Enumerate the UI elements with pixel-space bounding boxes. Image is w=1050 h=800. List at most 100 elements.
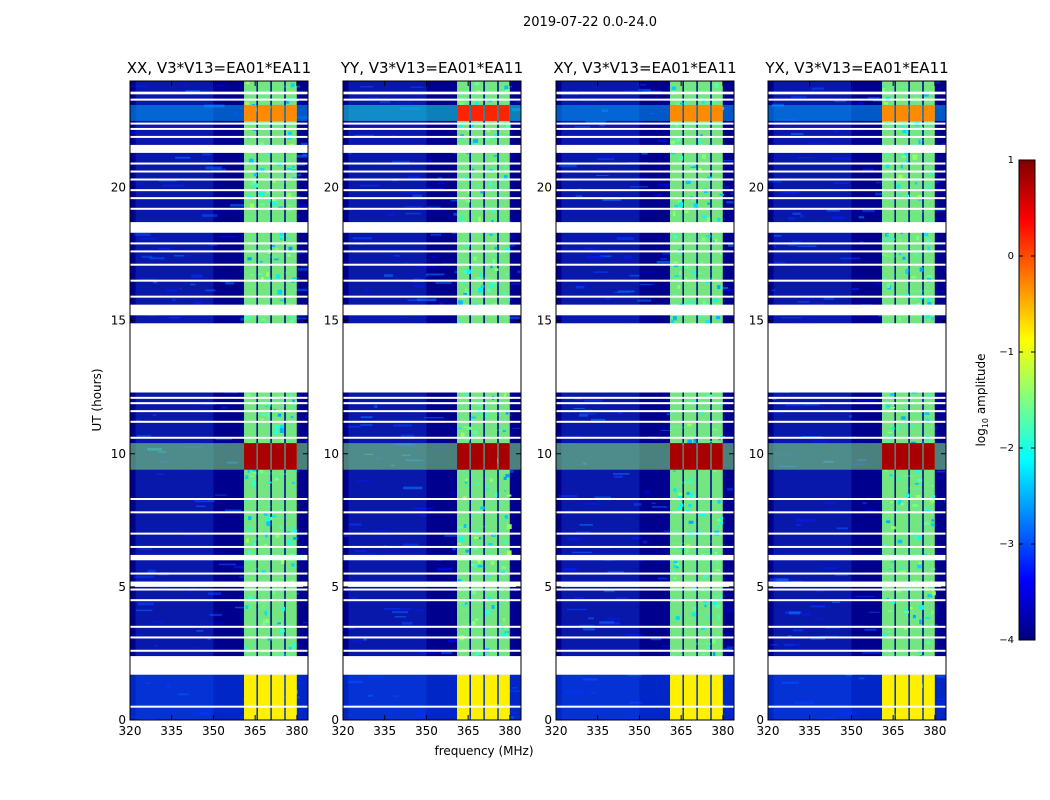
rfi-speckle <box>266 619 269 624</box>
rfi-speckle <box>263 530 266 532</box>
noise-texture <box>835 573 849 577</box>
rfi-speckle <box>675 124 679 127</box>
rfi-speckle <box>673 211 676 217</box>
flag-line <box>130 263 308 266</box>
rfi-speckle <box>704 604 707 608</box>
event-block-3-4 <box>285 104 297 121</box>
rfi-speckle <box>703 574 708 579</box>
noise-texture <box>224 509 242 512</box>
rfi-speckle <box>294 469 297 472</box>
noise-texture <box>638 88 651 92</box>
rfi-speckle <box>707 176 712 180</box>
noise-texture <box>349 523 362 526</box>
panel-xx: XX, V3*V13=EA01*EA11 320 335 350 365 380 0 5 10 1… <box>111 59 312 738</box>
event-block-3-4 <box>711 104 723 121</box>
noise-texture <box>727 487 733 491</box>
event-block-3-3 <box>697 104 711 121</box>
rfi-speckle <box>905 159 909 163</box>
noise-texture <box>520 382 521 386</box>
noise-texture <box>136 633 142 635</box>
rfi-speckle <box>252 129 257 131</box>
noise-texture <box>374 405 378 408</box>
noise-texture <box>586 502 599 505</box>
noise-texture <box>812 440 828 443</box>
rfi-speckle <box>265 405 268 408</box>
rfi-speckle <box>927 217 931 220</box>
rfi-speckle <box>919 619 922 625</box>
noise-texture <box>579 524 593 526</box>
rfi-speckle <box>247 257 252 261</box>
event-block-3-3 <box>271 104 285 121</box>
flagged-range-4 <box>556 323 734 393</box>
rfi-speckle <box>927 298 930 303</box>
rfi-speckle <box>929 638 932 641</box>
rfi-speckle <box>485 407 488 411</box>
noise-texture <box>426 206 441 209</box>
flag-line <box>343 98 521 101</box>
rfi-speckle <box>900 503 904 506</box>
colorbar: 1 0 −1 −2 −3 −4 log10 amplitude <box>974 155 1036 646</box>
rfi-speckle <box>897 168 902 171</box>
noise-texture <box>416 298 437 302</box>
noise-texture <box>723 160 734 162</box>
rfi-speckle <box>916 236 919 241</box>
rfi-speckle <box>290 579 294 582</box>
noise-texture <box>868 611 880 613</box>
event-block-2-1 <box>457 104 470 121</box>
panel-title: XY, V3*V13=EA01*EA11 <box>553 59 736 77</box>
rfi-speckle <box>890 393 895 396</box>
rfi-speckle <box>918 139 921 145</box>
rfi-speckle <box>290 83 295 88</box>
noise-texture <box>666 413 670 416</box>
noise-texture <box>174 255 185 257</box>
noise-texture <box>363 638 367 641</box>
noise-texture <box>221 406 228 409</box>
rfi-speckle <box>704 422 710 424</box>
rfi-speckle <box>882 254 886 256</box>
rfi-speckle <box>673 560 678 564</box>
noise-texture <box>171 298 177 302</box>
noise-texture <box>629 274 640 277</box>
flag-line <box>343 410 521 413</box>
rfi-speckle <box>260 276 264 282</box>
noise-texture <box>658 183 674 187</box>
rfi-speckle <box>291 563 295 567</box>
noise-texture <box>240 317 248 321</box>
noise-texture <box>428 159 432 163</box>
rfi-speckle <box>503 476 507 481</box>
noise-texture <box>792 212 801 215</box>
flag-line <box>130 636 308 639</box>
rfi-speckle <box>473 256 477 261</box>
rfi-speckle <box>889 474 893 477</box>
rfi-speckle <box>676 566 679 569</box>
rfi-speckle <box>505 474 510 478</box>
rfi-speckle <box>717 519 722 522</box>
event-block-4-3 <box>271 674 285 720</box>
flag-line <box>130 396 308 399</box>
noise-texture <box>359 184 380 187</box>
rfi-speckle <box>494 268 499 272</box>
flag-line <box>130 170 308 173</box>
rfi-speckle <box>475 618 479 621</box>
noise-texture <box>639 559 645 562</box>
noise-texture <box>793 322 811 324</box>
rfi-speckle <box>707 440 712 443</box>
rfi-speckle <box>902 570 906 575</box>
flagged-range-1 <box>768 656 946 675</box>
noise-texture <box>383 608 401 610</box>
rfi-speckle <box>677 495 683 499</box>
x-tick-label: 335 <box>373 724 396 738</box>
noise-texture <box>579 413 588 417</box>
rfi-speckle <box>502 632 507 637</box>
flagged-range-8 <box>768 91 946 95</box>
x-tick-label: 380 <box>285 724 308 738</box>
rfi-speckle <box>245 81 250 85</box>
rfi-speckle <box>263 543 268 547</box>
rfi-speckle <box>473 139 479 143</box>
flag-line <box>343 135 521 138</box>
noise-texture <box>575 404 587 406</box>
flagged-range-3 <box>343 554 521 561</box>
rfi-speckle <box>673 261 678 264</box>
flagged-range-6 <box>343 222 521 233</box>
rfi-speckle <box>272 197 277 202</box>
